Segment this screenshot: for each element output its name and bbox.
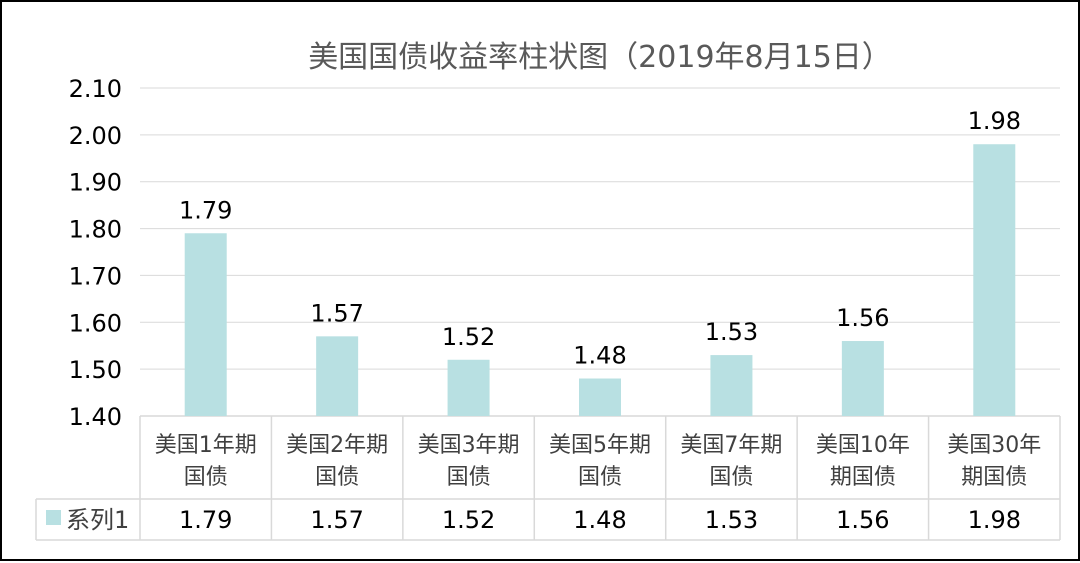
category-label: 美国30年期国债 xyxy=(947,433,1041,490)
y-tick-label: 1.50 xyxy=(69,356,122,384)
category-label: 美国10年期国债 xyxy=(816,433,910,490)
category-label: 美国2年期国债 xyxy=(286,433,388,490)
y-tick-label: 1.70 xyxy=(69,262,122,290)
bar xyxy=(710,355,753,416)
data-label: 1.48 xyxy=(573,342,626,370)
data-label: 1.56 xyxy=(836,304,889,332)
y-tick-label: 2.10 xyxy=(69,75,122,103)
table-value: 1.56 xyxy=(836,506,889,534)
category-label-line: 国债 xyxy=(709,465,753,490)
y-tick-label: 1.80 xyxy=(69,216,122,244)
category-label-line: 美国30年 xyxy=(947,433,1041,458)
table-value: 1.52 xyxy=(442,506,495,534)
category-label-line: 美国3年期 xyxy=(418,433,520,458)
legend-series-name: 系列1 xyxy=(66,506,129,534)
gridlines xyxy=(140,87,1060,370)
category-label: 美国5年期国债 xyxy=(549,433,651,490)
category-label-line: 美国10年 xyxy=(816,433,910,458)
table-value: 1.48 xyxy=(573,506,626,534)
category-label-line: 国债 xyxy=(315,465,359,490)
table-value: 1.79 xyxy=(179,506,232,534)
category-label: 美国1年期国债 xyxy=(155,433,257,490)
table-value: 1.98 xyxy=(968,506,1021,534)
table-value: 1.53 xyxy=(705,506,758,534)
category-label-line: 国债 xyxy=(578,465,622,490)
category-label-line: 国债 xyxy=(184,465,228,490)
category-label-line: 美国1年期 xyxy=(155,433,257,458)
bar xyxy=(184,233,227,416)
y-tick-label: 1.90 xyxy=(69,169,122,197)
y-tick-label: 1.60 xyxy=(69,309,122,337)
data-label: 1.79 xyxy=(179,196,232,224)
category-label: 美国7年期国债 xyxy=(680,433,782,490)
bars xyxy=(184,144,1016,416)
y-tick-label: 2.00 xyxy=(69,122,122,150)
legend-swatch xyxy=(46,510,61,525)
bar xyxy=(447,359,490,416)
category-label-line: 期国债 xyxy=(830,465,896,490)
data-label: 1.53 xyxy=(705,318,758,346)
bar xyxy=(316,336,359,416)
category-label-line: 国债 xyxy=(447,465,491,490)
data-label: 1.98 xyxy=(968,107,1021,135)
data-label: 1.52 xyxy=(442,323,495,351)
bar xyxy=(841,341,884,416)
y-axis: 1.40 1.50 1.60 1.70 1.80 1.90 2.00 2.10 xyxy=(69,75,1060,431)
table-value: 1.57 xyxy=(310,506,363,534)
data-labels: 1.79 1.57 1.52 1.48 1.53 1.56 1.98 xyxy=(179,107,1021,369)
bar xyxy=(973,144,1016,416)
category-label-line: 美国7年期 xyxy=(680,433,782,458)
category-label-line: 美国5年期 xyxy=(549,433,651,458)
category-label-line: 美国2年期 xyxy=(286,433,388,458)
data-table: 美国1年期国债美国2年期国债美国3年期国债美国5年期国债美国7年期国债美国10年… xyxy=(35,416,1061,541)
bar xyxy=(579,378,621,416)
category-label-line: 期国债 xyxy=(961,465,1027,490)
y-tick-label: 1.40 xyxy=(69,403,122,431)
chart-title: 美国国债收益率柱状图（2019年8月15日） xyxy=(308,40,892,75)
data-label: 1.57 xyxy=(310,299,363,327)
category-label: 美国3年期国债 xyxy=(418,433,520,490)
